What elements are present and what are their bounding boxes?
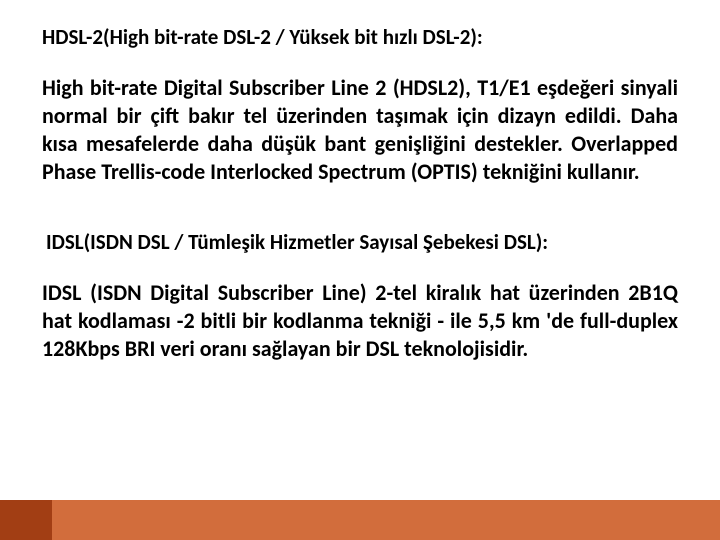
footer-bar [0,500,720,540]
heading-idsl: IDSL(ISDN DSL / Tümleşik Hizmetler Sayıs… [42,229,678,255]
footer-accent-left [0,500,52,540]
body-idsl: IDSL (ISDN Digital Subscriber Line) 2-te… [42,279,678,363]
body-hdsl2: High bit-rate Digital Subscriber Line 2 … [42,74,678,187]
slide-content: HDSL-2(High bit-rate DSL-2 / Yüksek bit … [0,0,720,540]
heading-hdsl2: HDSL-2(High bit-rate DSL-2 / Yüksek bit … [42,24,678,50]
footer-accent-right [52,500,720,540]
